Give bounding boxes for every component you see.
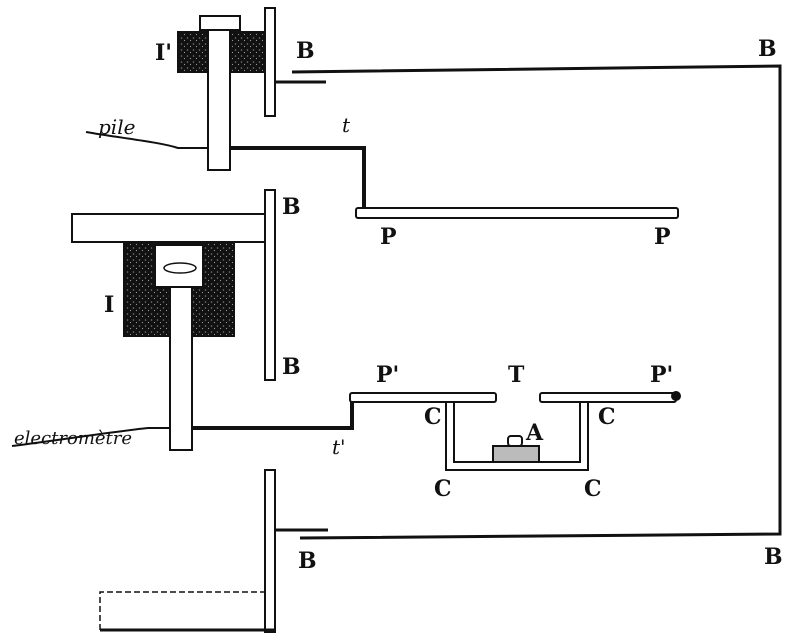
plate-p-prime-left [349,392,497,403]
plate-b-middle [264,189,276,381]
label-t: t [342,113,351,137]
sample-a [492,445,540,463]
plate-b-top [264,7,276,117]
label-b-top-left: B [296,38,315,64]
label-p-prime-right: P' [650,362,673,388]
wire-t [230,146,366,210]
wire-t-prime [192,398,354,430]
label-electrometre: electromètre [14,428,132,449]
label-a: A [525,420,544,446]
label-i-prime: I' [155,40,172,66]
label-b-bottom-left: B [298,548,317,574]
label-i: I [104,292,114,318]
plate-p [355,207,679,219]
label-b-mid-lower: B [282,354,301,380]
label-c-upper-left: C [424,404,442,430]
plate-p-prime-right [539,392,677,403]
wire-pile [85,131,208,149]
plate-b-bottom [264,469,276,633]
label-p-prime-left: P' [376,362,399,388]
label-t-prime: t' [332,435,346,459]
label-c-lower-right: C [584,476,602,502]
label-b-mid-upper: B [282,194,301,220]
sample-a-top [507,435,523,447]
label-c-lower-left: C [434,476,452,502]
label-t-capital: T [508,362,525,388]
label-b-top-right: B [758,36,777,62]
label-pile: pile [98,115,135,139]
label-b-bottom-right: B [764,544,783,570]
wire-b-circuit [291,64,782,540]
label-p-left: P [380,224,397,250]
insulator-i [71,213,269,451]
terminal-dot [671,391,681,401]
base [99,591,265,630]
label-p-right: P [654,224,671,250]
label-c-upper-right: C [598,404,616,430]
insulator-i-prime [177,15,265,171]
wire-electrometre [11,427,170,447]
box-c [445,401,589,471]
